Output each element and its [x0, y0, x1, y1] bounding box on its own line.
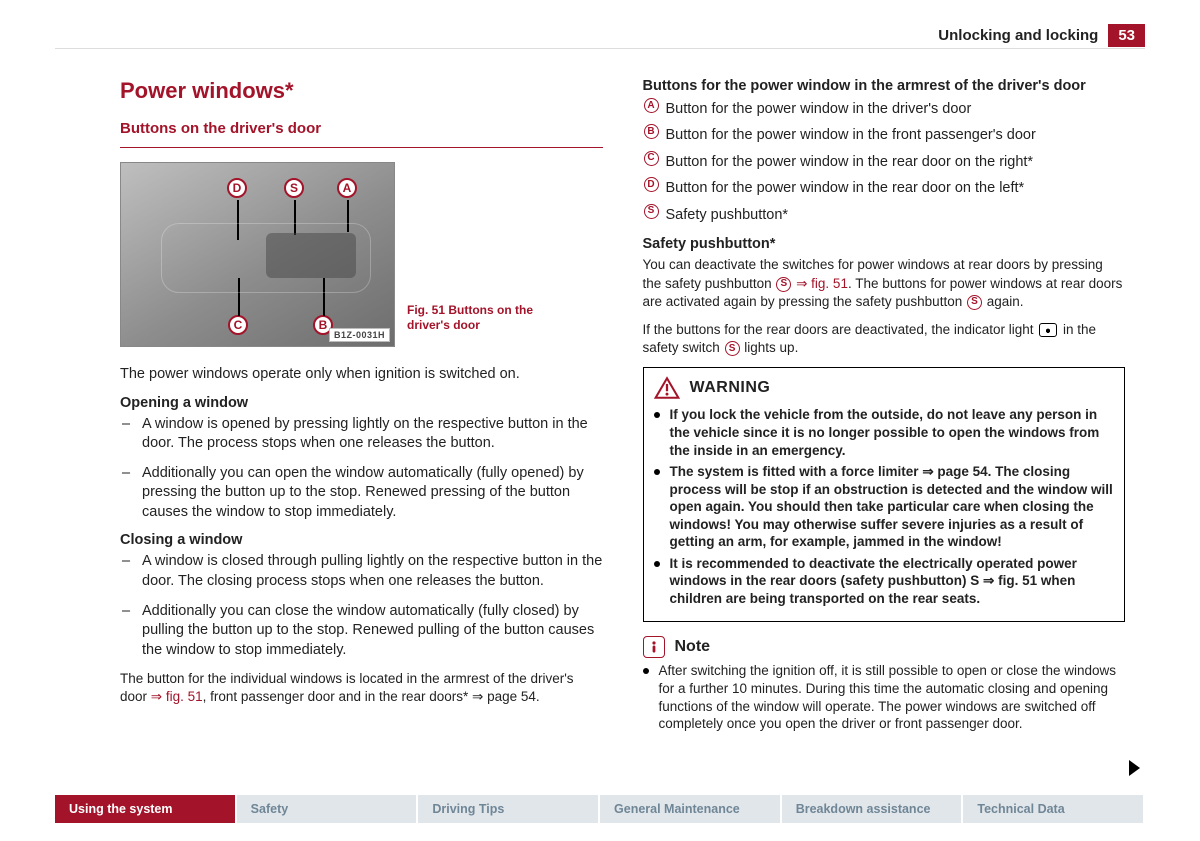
fig-reference[interactable]: ⇒ fig. 51 [792, 276, 848, 291]
list-item: Additionally you can close the window au… [120, 602, 603, 661]
closing-list: A window is closed through pulling light… [120, 552, 603, 660]
text-run: again. [983, 294, 1024, 309]
intro-text: The power windows operate only when igni… [120, 365, 603, 385]
tab-using-system[interactable]: Using the system [55, 795, 237, 823]
warning-triangle-icon [654, 376, 680, 400]
symbol-s-inline: S [967, 295, 982, 310]
symbol-a: A [644, 98, 659, 113]
callout-s: S [284, 178, 304, 198]
legend-text: Button for the power window in the rear … [666, 177, 1025, 199]
text-run: If the buttons for the rear doors are de… [643, 322, 1038, 337]
text-run: , front passenger door and in the rear d… [203, 689, 540, 704]
note-list: After switching the ignition off, it is … [643, 662, 1126, 732]
figure-row: D S A C B B1Z-0031H Fig. 51 Butt [120, 162, 603, 347]
right-column: Buttons for the power window in the armr… [643, 78, 1126, 737]
bottom-tab-bar: Using the system Safety Driving Tips Gen… [55, 795, 1145, 823]
symbol-s: S [644, 204, 659, 219]
tab-safety[interactable]: Safety [237, 795, 419, 823]
opening-list: A window is opened by pressing lightly o… [120, 415, 603, 523]
symbol-c: C [644, 151, 659, 166]
closing-heading: Closing a window [120, 532, 603, 548]
legend-text: Safety pushbutton* [666, 204, 789, 226]
switch-cluster-shape [266, 233, 356, 278]
fig-reference[interactable]: ⇒ fig. 51 [151, 689, 203, 704]
continue-arrow-icon [1129, 760, 1140, 776]
legend-text: Button for the power window in the front… [666, 124, 1036, 146]
section-title: Unlocking and locking [938, 27, 1108, 44]
legend-item: A Button for the power window in the driv… [643, 98, 1126, 120]
tab-general-maintenance[interactable]: General Maintenance [600, 795, 782, 823]
red-rule [120, 147, 603, 148]
left-column: Power windows* Buttons on the driver's d… [120, 78, 603, 737]
page-header: Unlocking and locking 53 [938, 24, 1145, 47]
list-item: A window is closed through pulling light… [120, 552, 603, 591]
legend-item: B Button for the power window in the fron… [643, 124, 1126, 146]
figure-code: B1Z-0031H [329, 328, 390, 342]
warning-item: The system is fitted with a force limite… [654, 463, 1115, 551]
legend-item: D Button for the power window in the rear… [643, 177, 1126, 199]
legend-item: S Safety pushbutton* [643, 204, 1126, 226]
safety-heading: Safety pushbutton* [643, 236, 1126, 252]
legend-text: Button for the power window in the rear … [666, 151, 1034, 173]
symbol-s-inline: S [776, 277, 791, 292]
warning-list: If you lock the vehicle from the outside… [654, 406, 1115, 607]
figure-caption: Fig. 51 Buttons on the driver's door [407, 303, 547, 347]
warning-item: It is recommended to deactivate the elec… [654, 555, 1115, 608]
page-number: 53 [1108, 24, 1145, 47]
opening-heading: Opening a window [120, 395, 603, 411]
warning-item: If you lock the vehicle from the outside… [654, 406, 1115, 459]
warning-heading: WARNING [654, 376, 1115, 400]
note-info-icon [643, 636, 665, 658]
list-item: Additionally you can open the window aut… [120, 464, 603, 523]
subheading-buttons-door: Buttons on the driver's door [120, 120, 603, 137]
note-item: After switching the ignition off, it is … [643, 662, 1126, 732]
legend-heading: Buttons for the power window in the armr… [643, 78, 1126, 94]
text-run: lights up. [741, 340, 799, 355]
note-title: Note [675, 638, 711, 656]
legend-list: A Button for the power window in the driv… [643, 98, 1126, 226]
symbol-b: B [644, 124, 659, 139]
legend-text: Button for the power window in the drive… [666, 98, 972, 120]
figure-51-image: D S A C B B1Z-0031H [120, 162, 395, 347]
header-rule [55, 48, 1145, 49]
button-location-text: The button for the individual windows is… [120, 670, 603, 706]
tab-breakdown-assistance[interactable]: Breakdown assistance [782, 795, 964, 823]
tab-technical-data[interactable]: Technical Data [963, 795, 1145, 823]
callout-c: C [228, 315, 248, 335]
callout-a: A [337, 178, 357, 198]
deactivated-indicator-icon [1039, 323, 1057, 337]
tab-driving-tips[interactable]: Driving Tips [418, 795, 600, 823]
note-heading: Note [643, 636, 1126, 658]
heading-power-windows: Power windows* [120, 78, 603, 104]
safety-paragraph-1: You can deactivate the switches for powe… [643, 256, 1126, 311]
symbol-s-inline: S [725, 341, 740, 356]
callout-d: D [227, 178, 247, 198]
symbol-d: D [644, 177, 659, 192]
warning-box: WARNING If you lock the vehicle from the… [643, 367, 1126, 622]
warning-title: WARNING [690, 379, 771, 397]
legend-item: C Button for the power window in the rear… [643, 151, 1126, 173]
content-columns: Power windows* Buttons on the driver's d… [120, 78, 1125, 737]
manual-page: Unlocking and locking 53 Power windows* … [0, 0, 1200, 841]
list-item: A window is opened by pressing lightly o… [120, 415, 603, 454]
safety-paragraph-2: If the buttons for the rear doors are de… [643, 321, 1126, 357]
